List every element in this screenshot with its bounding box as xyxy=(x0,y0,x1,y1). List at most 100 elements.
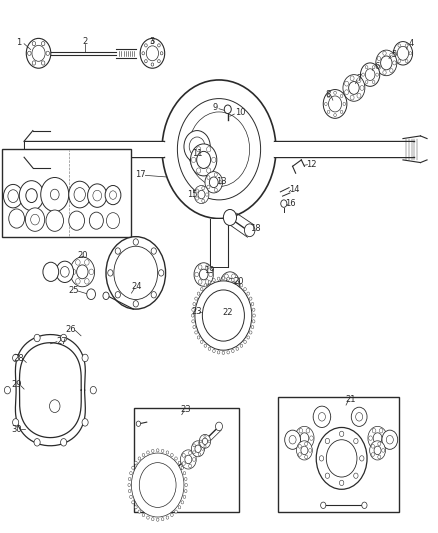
Circle shape xyxy=(224,105,231,114)
Circle shape xyxy=(205,193,208,196)
Circle shape xyxy=(195,445,201,453)
Circle shape xyxy=(325,473,329,479)
Text: 1: 1 xyxy=(16,38,21,47)
Text: 29: 29 xyxy=(11,381,22,389)
Text: 27: 27 xyxy=(56,337,67,345)
Text: 23: 23 xyxy=(191,308,201,316)
Circle shape xyxy=(334,114,336,117)
Circle shape xyxy=(13,418,19,426)
Circle shape xyxy=(195,331,198,334)
Circle shape xyxy=(89,269,94,274)
Circle shape xyxy=(252,320,255,323)
Circle shape xyxy=(394,52,397,55)
Circle shape xyxy=(191,441,205,457)
Circle shape xyxy=(305,455,308,459)
Text: 23: 23 xyxy=(181,405,191,414)
Circle shape xyxy=(325,438,329,443)
Circle shape xyxy=(13,354,19,362)
Circle shape xyxy=(219,180,222,184)
Circle shape xyxy=(240,284,243,287)
Circle shape xyxy=(41,42,45,46)
Circle shape xyxy=(130,495,132,498)
Circle shape xyxy=(345,81,349,86)
Circle shape xyxy=(31,214,39,225)
Circle shape xyxy=(193,302,195,305)
Circle shape xyxy=(310,436,313,440)
Circle shape xyxy=(205,172,223,193)
Circle shape xyxy=(158,44,160,47)
Circle shape xyxy=(247,336,250,339)
Circle shape xyxy=(207,185,210,189)
Circle shape xyxy=(139,463,176,507)
Circle shape xyxy=(60,334,67,342)
Circle shape xyxy=(372,429,376,433)
Circle shape xyxy=(379,443,383,448)
Circle shape xyxy=(393,42,413,65)
Circle shape xyxy=(285,430,300,449)
Circle shape xyxy=(184,478,187,481)
Circle shape xyxy=(299,443,303,448)
Circle shape xyxy=(197,151,211,168)
Circle shape xyxy=(198,265,202,269)
Circle shape xyxy=(87,289,95,300)
Circle shape xyxy=(298,453,301,456)
Circle shape xyxy=(4,386,11,394)
Circle shape xyxy=(151,292,156,298)
Text: 3: 3 xyxy=(150,37,155,46)
Circle shape xyxy=(281,200,287,207)
Circle shape xyxy=(76,279,80,284)
Circle shape xyxy=(227,351,230,354)
Circle shape xyxy=(195,297,198,300)
Circle shape xyxy=(34,439,40,446)
Circle shape xyxy=(301,446,308,455)
Circle shape xyxy=(175,510,177,513)
Text: 16: 16 xyxy=(285,199,295,208)
Circle shape xyxy=(405,44,408,47)
Circle shape xyxy=(232,350,234,353)
Circle shape xyxy=(32,61,35,65)
Circle shape xyxy=(212,278,215,281)
Circle shape xyxy=(354,473,358,479)
Circle shape xyxy=(214,188,217,192)
Circle shape xyxy=(376,50,397,76)
Circle shape xyxy=(253,314,255,317)
Circle shape xyxy=(225,289,228,293)
Circle shape xyxy=(151,248,156,254)
Circle shape xyxy=(343,102,346,106)
Circle shape xyxy=(298,445,301,448)
Circle shape xyxy=(365,80,368,84)
Circle shape xyxy=(244,340,246,343)
Circle shape xyxy=(142,454,145,457)
Text: 20: 20 xyxy=(233,277,244,286)
Circle shape xyxy=(240,344,243,348)
Circle shape xyxy=(198,280,202,284)
Circle shape xyxy=(142,513,145,516)
Circle shape xyxy=(147,516,149,519)
Circle shape xyxy=(232,274,235,278)
Circle shape xyxy=(398,60,400,63)
Circle shape xyxy=(152,518,154,521)
Circle shape xyxy=(232,278,234,281)
Polygon shape xyxy=(20,343,81,438)
Circle shape xyxy=(227,277,230,280)
Circle shape xyxy=(32,45,45,61)
Circle shape xyxy=(207,147,211,152)
Circle shape xyxy=(43,262,59,281)
Circle shape xyxy=(90,386,96,394)
Circle shape xyxy=(184,131,210,163)
Circle shape xyxy=(77,265,88,279)
Circle shape xyxy=(205,280,209,284)
Circle shape xyxy=(197,168,201,173)
Text: 26: 26 xyxy=(66,325,76,334)
Circle shape xyxy=(56,261,74,282)
Text: 18: 18 xyxy=(250,224,260,232)
Circle shape xyxy=(181,501,184,504)
Circle shape xyxy=(296,436,299,440)
Text: 4: 4 xyxy=(409,39,414,48)
Circle shape xyxy=(192,320,194,323)
Circle shape xyxy=(349,82,359,94)
Circle shape xyxy=(156,449,159,452)
Circle shape xyxy=(142,52,145,55)
Text: 14: 14 xyxy=(289,185,300,194)
Circle shape xyxy=(115,248,120,254)
